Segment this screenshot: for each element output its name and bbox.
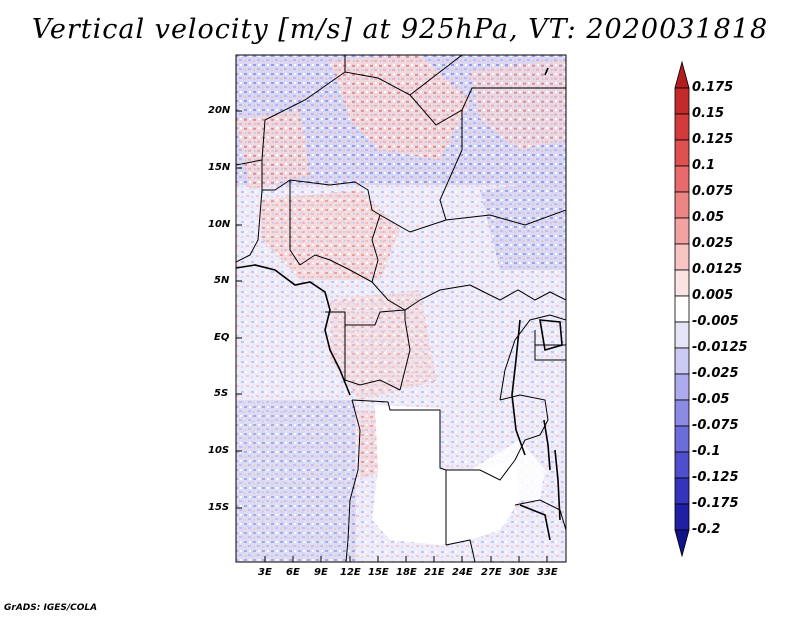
colorbar-label: -0.025 (692, 366, 739, 381)
colorbar-segment (674, 113, 690, 141)
lat-label-15s: 15S (208, 502, 230, 513)
colorbar-segment (674, 321, 690, 349)
colorbar-label: 0.075 (692, 184, 734, 199)
colorbar-label: 0.1 (692, 158, 716, 173)
colorbar-label: 0.005 (692, 288, 734, 303)
colorbar-bottom-arrow (674, 529, 690, 558)
lat-label-10n: 10N (208, 219, 231, 230)
grads-credit: GrADS: IGES/COLA (4, 603, 98, 613)
colorbar-label: 0.175 (692, 80, 734, 95)
lon-label-21e: 21E (424, 567, 445, 578)
colorbar-segment (674, 477, 690, 505)
colorbar-label: -0.005 (692, 314, 739, 329)
colorbar-label: -0.175 (692, 496, 739, 511)
lat-label-5n: 5N (214, 275, 230, 286)
colorbar-segment (674, 373, 690, 401)
colorbar-label: -0.2 (692, 522, 721, 537)
colorbar-segment (674, 243, 690, 271)
lat-label-15n: 15N (208, 162, 231, 173)
lat-label-5s: 5S (214, 388, 229, 399)
lon-label-24e: 24E (452, 567, 473, 578)
colorbar-segment (674, 165, 690, 193)
colorbar-segment (674, 191, 690, 219)
colorbar-label: -0.075 (692, 418, 739, 433)
country-boundaries (236, 55, 566, 562)
lat-label-eq: EQ (214, 332, 230, 343)
colorbar-label: 0.025 (692, 236, 734, 251)
lat-label-20n: 20N (208, 105, 231, 116)
lon-label-6e: 6E (286, 567, 300, 578)
colorbar-segment (674, 503, 690, 531)
colorbar-label: 0.0125 (692, 262, 743, 277)
colorbar-label: -0.1 (692, 444, 721, 459)
lon-label-27e: 27E (481, 567, 502, 578)
colorbar-label: 0.15 (692, 106, 725, 121)
colorbar-segment (674, 87, 690, 115)
colorbar-segment (674, 139, 690, 167)
map-frame (235, 54, 567, 563)
lat-label-10s: 10S (208, 445, 230, 456)
colorbar-label: -0.125 (692, 470, 739, 485)
colorbar-label: -0.05 (692, 392, 730, 407)
lon-label-9e: 9E (314, 567, 328, 578)
velocity-field (236, 55, 566, 562)
colorbar-segment (674, 399, 690, 427)
coastlines-and-lakes (236, 67, 563, 541)
colorbar-label: 0.05 (692, 210, 725, 225)
colorbar-segment (674, 295, 690, 323)
lon-label-30e: 30E (509, 567, 530, 578)
colorbar-top-arrow (674, 60, 690, 89)
lon-label-12e: 12E (340, 567, 361, 578)
lon-label-33e: 33E (537, 567, 558, 578)
chart-title: Vertical velocity [m/s] at 925hPa, VT: 2… (31, 14, 769, 45)
lon-label-18e: 18E (396, 567, 417, 578)
axis-ticks (236, 110, 548, 562)
colorbar-segment (674, 269, 690, 297)
colorbar (674, 60, 690, 558)
colorbar-segment (674, 217, 690, 245)
colorbar-segment (674, 425, 690, 453)
lon-label-3e: 3E (258, 567, 272, 578)
colorbar-segment (674, 451, 690, 479)
colorbar-label: 0.125 (692, 132, 734, 147)
colorbar-segment (674, 347, 690, 375)
colorbar-label: -0.0125 (692, 340, 748, 355)
lon-label-15e: 15E (368, 567, 389, 578)
